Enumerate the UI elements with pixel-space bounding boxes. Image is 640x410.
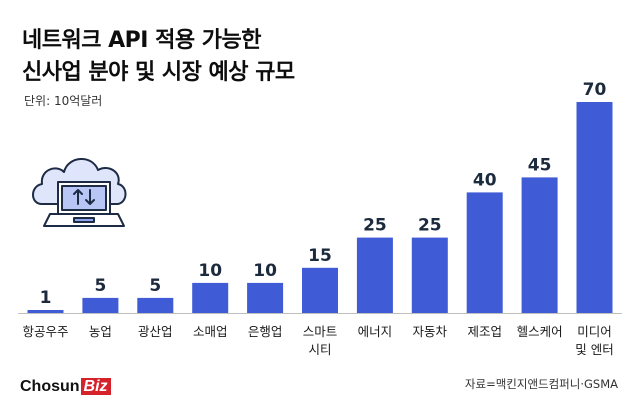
category-label-line: 헬스케어 — [517, 324, 563, 339]
category-label-line: 소매업 — [193, 324, 228, 339]
category-label: 항공우주 — [22, 324, 68, 339]
bar — [302, 267, 338, 313]
bar — [27, 310, 64, 313]
bar — [466, 192, 503, 313]
chart-title-line-1: 네트워크 API 적용 가능한 — [22, 28, 261, 53]
bar — [356, 237, 393, 313]
category-label-line: 제조업 — [467, 324, 502, 339]
category-label: 농업 — [89, 324, 112, 339]
category-label-line: 시티 — [308, 342, 331, 357]
category-label: 제조업 — [467, 324, 502, 339]
category-label-line: 미디어 — [577, 324, 612, 339]
bar-value-label: 25 — [363, 216, 387, 236]
category-label: 에너지 — [358, 324, 393, 339]
bar-value-label: 10 — [253, 261, 277, 281]
category-label: 헬스케어 — [517, 324, 563, 339]
category-label-line: 에너지 — [358, 324, 393, 339]
category-label-line: 은행업 — [248, 324, 283, 339]
category-label-line: 자동차 — [413, 324, 448, 339]
bar — [521, 177, 558, 313]
bar — [137, 297, 174, 313]
category-label-line: 및 엔터 — [575, 342, 613, 357]
bar-value-label: 1 — [40, 288, 52, 308]
unit-label: 단위: 10억달러 — [24, 94, 103, 108]
bar-value-label: 5 — [94, 276, 106, 296]
bar-value-label: 45 — [528, 155, 552, 175]
category-label: 소매업 — [193, 324, 228, 339]
bar — [576, 102, 613, 313]
bar-value-label: 15 — [308, 246, 332, 266]
category-label: 광산업 — [138, 324, 173, 339]
chosunbiz-logo: Chosun Biz — [20, 378, 111, 396]
bar-value-label: 25 — [418, 216, 442, 236]
bars-layer — [27, 102, 613, 313]
bar-value-label: 70 — [583, 80, 607, 100]
chart-title-line-2: 신사업 분야 및 시장 예상 규모 — [22, 60, 295, 85]
category-label-line: 항공우주 — [22, 324, 68, 339]
cloud-laptop-sync-icon — [32, 158, 127, 227]
category-label-line: 농업 — [89, 324, 112, 339]
bar — [411, 237, 448, 313]
bar — [82, 297, 119, 313]
bar-value-label: 10 — [198, 261, 222, 281]
category-label-line: 광산업 — [138, 324, 173, 339]
bar-value-label: 5 — [149, 276, 161, 296]
bar — [192, 282, 229, 313]
category-label-line: 스마트 — [303, 324, 338, 339]
category-label: 은행업 — [248, 324, 283, 339]
source-credit: 자료=맥킨지앤드컴퍼니·GSMA — [464, 377, 618, 391]
bar-value-label: 40 — [473, 170, 497, 190]
bar — [247, 282, 284, 313]
category-label: 자동차 — [413, 324, 448, 339]
